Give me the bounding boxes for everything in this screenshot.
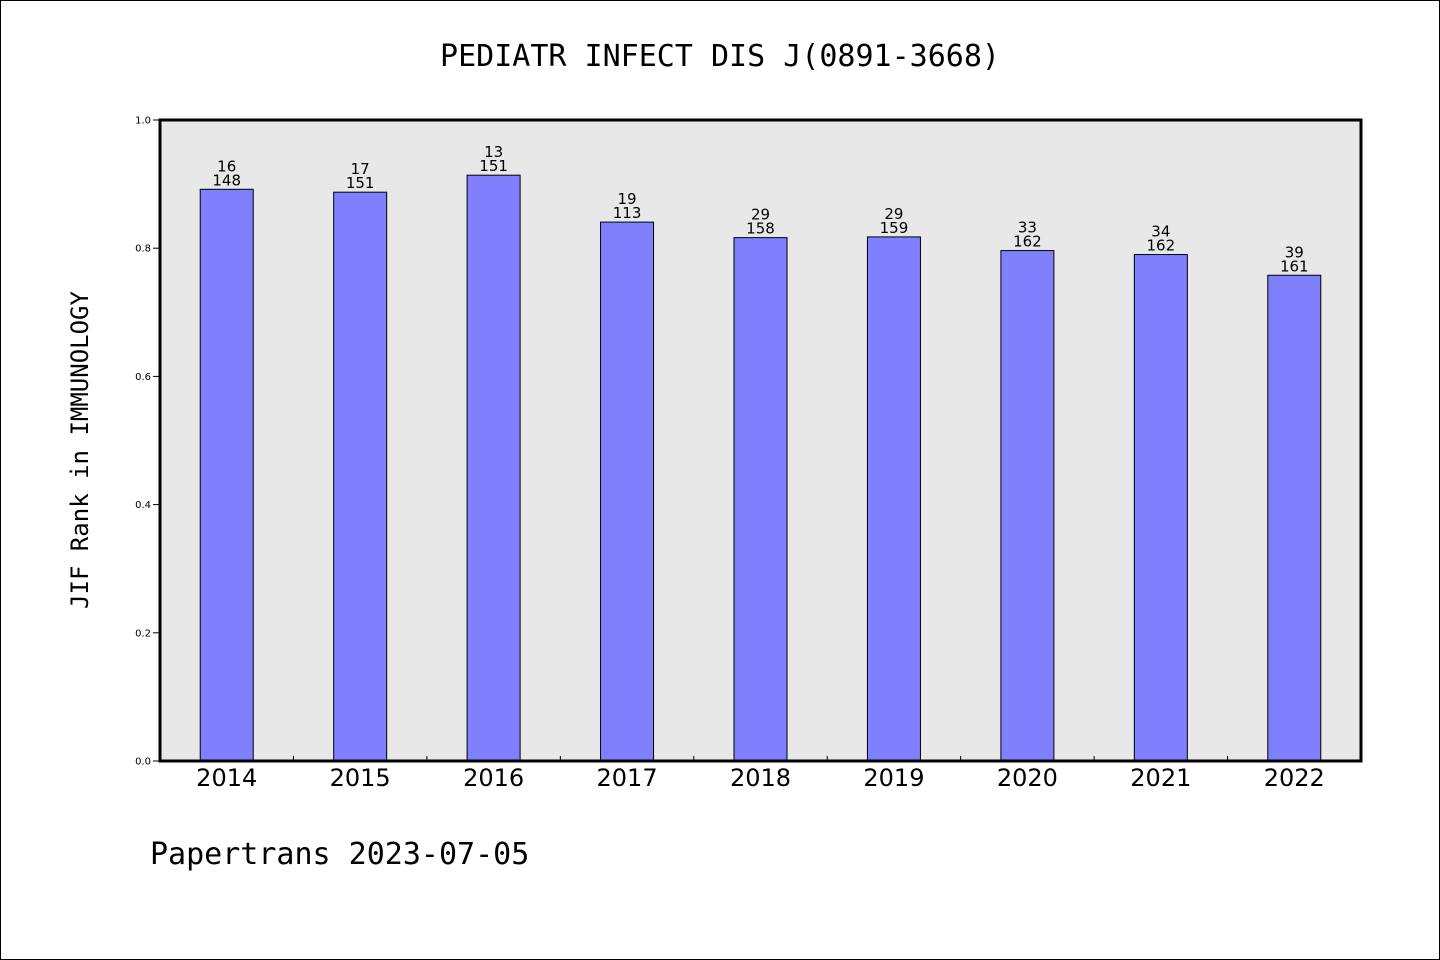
data-label-rank: 29	[884, 205, 903, 223]
data-label-rank: 13	[484, 143, 503, 161]
y-tick-label: 0.2	[135, 628, 151, 639]
bar	[733, 237, 788, 762]
y-tick-label: 1.0	[135, 116, 151, 127]
data-label-rank: 33	[1018, 219, 1037, 237]
y-ticks-group: 0.0 0.2 0.4 0.6 0.8 1.0	[135, 116, 160, 768]
data-label-rank: 39	[1285, 243, 1304, 261]
x-tick-label: 2017	[597, 764, 658, 792]
bar	[866, 236, 921, 762]
y-tick-label: 0.0	[135, 757, 151, 768]
plot-border	[158, 118, 1363, 763]
data-label-total: 148	[212, 171, 241, 189]
data-label-total: 151	[479, 157, 508, 175]
data-label-rank: 29	[751, 206, 770, 224]
bar	[1267, 274, 1322, 762]
x-tick-label: 2016	[463, 764, 524, 792]
bar	[199, 188, 254, 762]
data-label-rank: 17	[351, 160, 370, 178]
bar	[1133, 254, 1188, 762]
data-label-total: 162	[1013, 233, 1042, 251]
y-tick-label: 0.4	[135, 500, 151, 511]
bar	[333, 191, 388, 762]
x-tick-label: 2014	[196, 764, 257, 792]
y-tick-label: 0.8	[135, 244, 151, 255]
footer-text: Papertrans 2023-07-05	[150, 837, 529, 872]
chart-title: PEDIATR INFECT DIS J(0891-3668)	[440, 39, 1000, 74]
x-tick-label: 2020	[997, 764, 1058, 792]
bar	[466, 174, 521, 762]
bar	[600, 221, 655, 762]
y-tick-label: 0.6	[135, 372, 151, 383]
data-label-rank: 34	[1151, 223, 1170, 241]
x-tick-label: 2022	[1264, 764, 1325, 792]
data-label-total: 151	[346, 174, 375, 192]
data-label-total: 158	[746, 220, 775, 238]
x-tick-label: 2021	[1130, 764, 1191, 792]
data-label-total: 113	[613, 204, 642, 222]
x-tick-label: 2019	[863, 764, 924, 792]
bars-group	[199, 174, 1322, 762]
data-label-rank: 16	[217, 157, 236, 175]
x-tick-label: 2015	[330, 764, 391, 792]
x-tick-label: 2018	[730, 764, 791, 792]
data-label-rank: 19	[618, 190, 637, 208]
data-label-total: 161	[1280, 257, 1309, 275]
bar	[1000, 250, 1055, 762]
x-ticks-group: 2014 2015 2016 2017 2018 2019 2020 2021 2022	[196, 756, 1325, 792]
data-label-total: 159	[880, 219, 909, 237]
data-label-total: 162	[1147, 237, 1176, 255]
y-axis-label: JIF Rank in IMMUNOLOGY	[66, 291, 94, 609]
